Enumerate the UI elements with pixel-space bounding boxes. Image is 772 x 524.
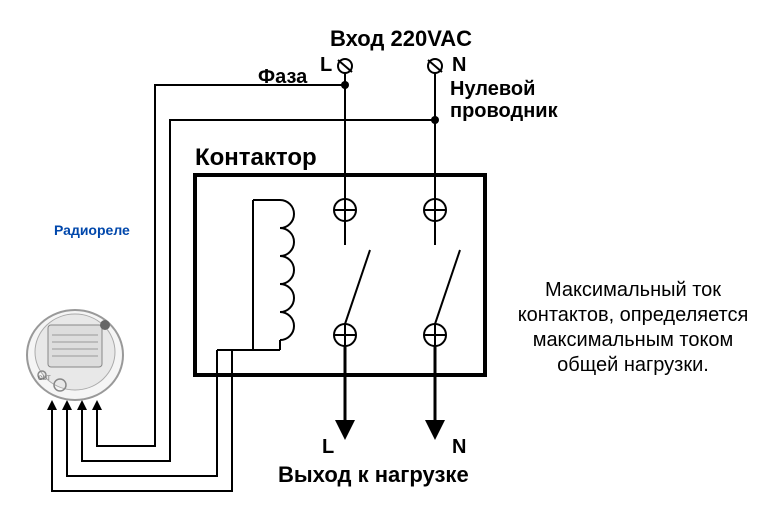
svg-text:OUT: OUT [38,376,51,382]
contactor-coil [217,200,294,350]
switch-L-arm [345,250,370,324]
contact-N-top [424,199,446,221]
terminal-L-label: L [320,54,332,77]
radio-relay-device: OUT [27,310,123,400]
phase-label: Фаза [258,66,307,89]
switch-N-arm [435,250,460,324]
radio-relay-label: Радиореле [54,222,130,238]
terminal-N-label: N [452,54,466,77]
contact-N-bottom [424,324,446,346]
arrow-L-out [335,420,355,440]
output-N-label: N [452,436,466,459]
contact-L-bottom [334,324,356,346]
contactor-label: Контактор [195,144,317,172]
output-L-label: L [322,436,334,459]
input-title: Вход 220VAC [330,26,472,52]
wire-phase-to-relay [97,85,345,446]
contact-L-top [334,199,356,221]
output-label: Выход к нагрузке [278,462,469,488]
neutral-label: Нулевойпроводник [450,78,558,122]
arrow-N-out [425,420,445,440]
note-text: Максимальный ток контактов, определяется… [508,278,758,378]
